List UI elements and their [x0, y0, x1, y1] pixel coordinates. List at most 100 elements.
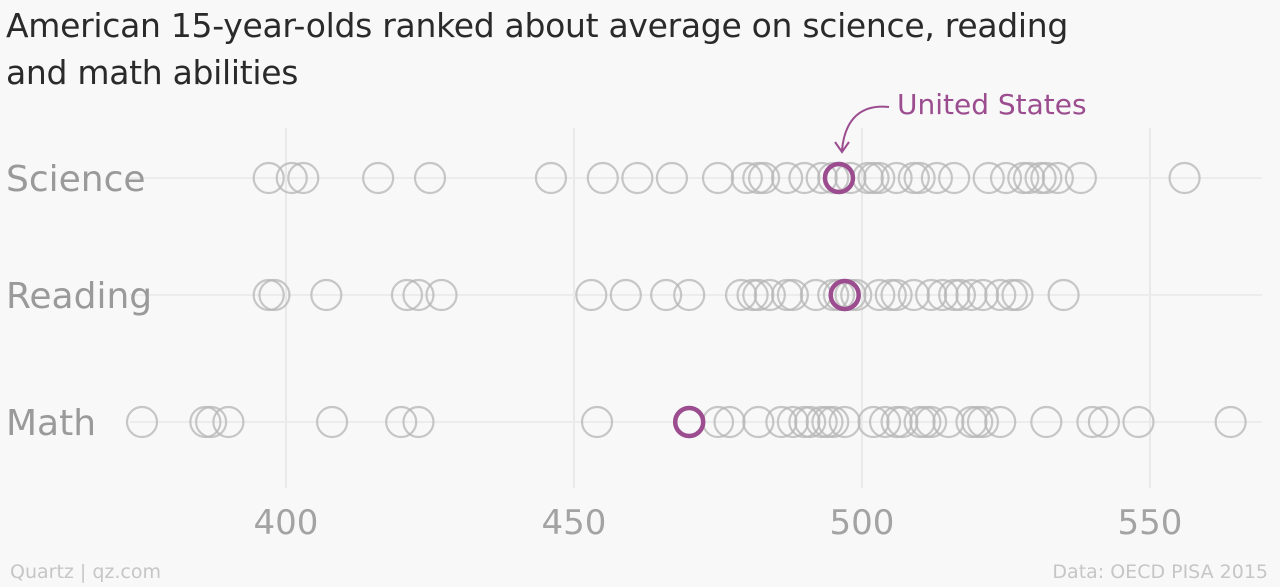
dot-science-26: [938, 161, 971, 195]
data-points: [125, 161, 1247, 439]
dot-reading-6: [575, 278, 608, 312]
dot-science-15: [805, 161, 838, 195]
dot-science-6: [586, 161, 619, 195]
dot-science-5: [534, 161, 568, 195]
dot-science-7: [621, 161, 654, 195]
highlight-dot-math: [672, 405, 706, 439]
dot-science-8: [655, 161, 689, 195]
dot-math-0: [125, 405, 159, 439]
dot-science-3: [362, 161, 395, 195]
dot-science-18: [834, 161, 867, 195]
tick-label-550: 550: [1118, 503, 1183, 543]
dot-science-35: [1168, 161, 1201, 195]
row-label-math: Math: [6, 403, 96, 444]
dot-reading-34: [1001, 278, 1034, 312]
dot-math-33: [1076, 405, 1109, 439]
dot-science-25: [920, 161, 953, 195]
dot-reading-26: [915, 278, 948, 312]
dot-reading-29: [943, 278, 977, 312]
dot-science-14: [788, 161, 821, 195]
footer-credit: Quartz | qz.com: [10, 561, 162, 583]
highlight-dot-science: [822, 161, 856, 195]
dot-science-30: [1012, 161, 1046, 195]
dot-science-0: [252, 161, 285, 195]
dot-reading-2: [310, 278, 343, 312]
row-label-reading: Reading: [6, 276, 152, 317]
dot-reading-8: [650, 278, 683, 312]
tick-label-450: 450: [542, 503, 607, 543]
dot-math-6: [402, 405, 435, 439]
footer-source: Data: OECD PISA 2015: [1052, 561, 1268, 583]
chart-title: American 15-year-olds ranked about avera…: [6, 6, 1069, 92]
dot-science-32: [1030, 161, 1063, 195]
dot-science-1: [275, 161, 308, 195]
dot-reading-31: [966, 278, 1000, 312]
dot-science-24: [903, 161, 936, 195]
dot-science-4: [413, 161, 447, 195]
dot-science-33: [1041, 161, 1074, 195]
dot-reading-3: [390, 278, 424, 312]
dot-reading-22: [863, 278, 896, 312]
annotation-arrowhead: [834, 141, 850, 154]
dot-math-36: [1214, 405, 1247, 439]
us-annotation: United States: [834, 88, 1087, 154]
highlight-dot-reading: [828, 278, 861, 312]
dot-math-5: [385, 405, 418, 439]
dot-science-28: [989, 161, 1023, 195]
dot-reading-35: [1047, 278, 1080, 312]
dot-reading-24: [880, 278, 913, 312]
dot-science-2: [287, 161, 320, 195]
dot-science-22: [880, 161, 913, 195]
dot-math-26: [915, 405, 948, 439]
row-labels: Science Reading Math: [6, 159, 152, 444]
dot-math-13: [776, 405, 809, 439]
dot-math-31: [984, 405, 1017, 439]
dot-science-13: [771, 161, 804, 195]
dot-math-32: [1030, 405, 1063, 439]
dot-reading-13: [753, 278, 786, 312]
dot-reading-7: [609, 278, 642, 312]
dot-math-12: [765, 405, 798, 439]
dot-math-10: [713, 405, 746, 439]
dot-math-30: [966, 405, 1000, 439]
tick-label-500: 500: [830, 503, 895, 543]
x-axis-ticks: 400 450 500 550: [254, 503, 1183, 543]
highlight-points: [672, 161, 861, 439]
dot-math-23: [886, 405, 919, 439]
dot-math-3: [212, 405, 245, 439]
dot-math-11: [742, 405, 775, 439]
tick-label-400: 400: [254, 503, 319, 543]
dot-reading-32: [984, 278, 1017, 312]
dot-reading-10: [724, 278, 758, 312]
dot-reading-21: [840, 278, 873, 312]
dot-reading-27: [926, 278, 959, 312]
dot-math-2: [195, 405, 228, 439]
dot-math-20: [857, 405, 890, 439]
dot-science-9: [701, 161, 735, 195]
dot-math-7: [580, 405, 614, 439]
dot-reading-4: [402, 278, 435, 312]
dot-reading-30: [955, 278, 988, 312]
annotation-label: United States: [897, 88, 1087, 121]
dot-science-12: [747, 161, 781, 195]
dot-math-19: [828, 405, 861, 439]
dot-math-35: [1122, 405, 1155, 439]
dot-reading-15: [776, 278, 809, 312]
dot-reading-1: [258, 278, 291, 312]
dot-science-10: [730, 161, 763, 195]
dot-math-21: [868, 405, 902, 439]
dot-reading-12: [742, 278, 775, 312]
dot-math-4: [315, 405, 349, 439]
dot-science-27: [972, 161, 1005, 195]
dot-reading-5: [425, 278, 458, 312]
dot-math-15: [794, 405, 827, 439]
annotation-arrow: [841, 105, 890, 151]
dot-math-34: [1087, 405, 1121, 439]
row-label-science: Science: [6, 159, 146, 200]
dot-reading-25: [897, 278, 930, 312]
dot-science-21: [863, 161, 896, 195]
dot-math-27: [932, 405, 965, 439]
dot-science-34: [1064, 161, 1097, 195]
